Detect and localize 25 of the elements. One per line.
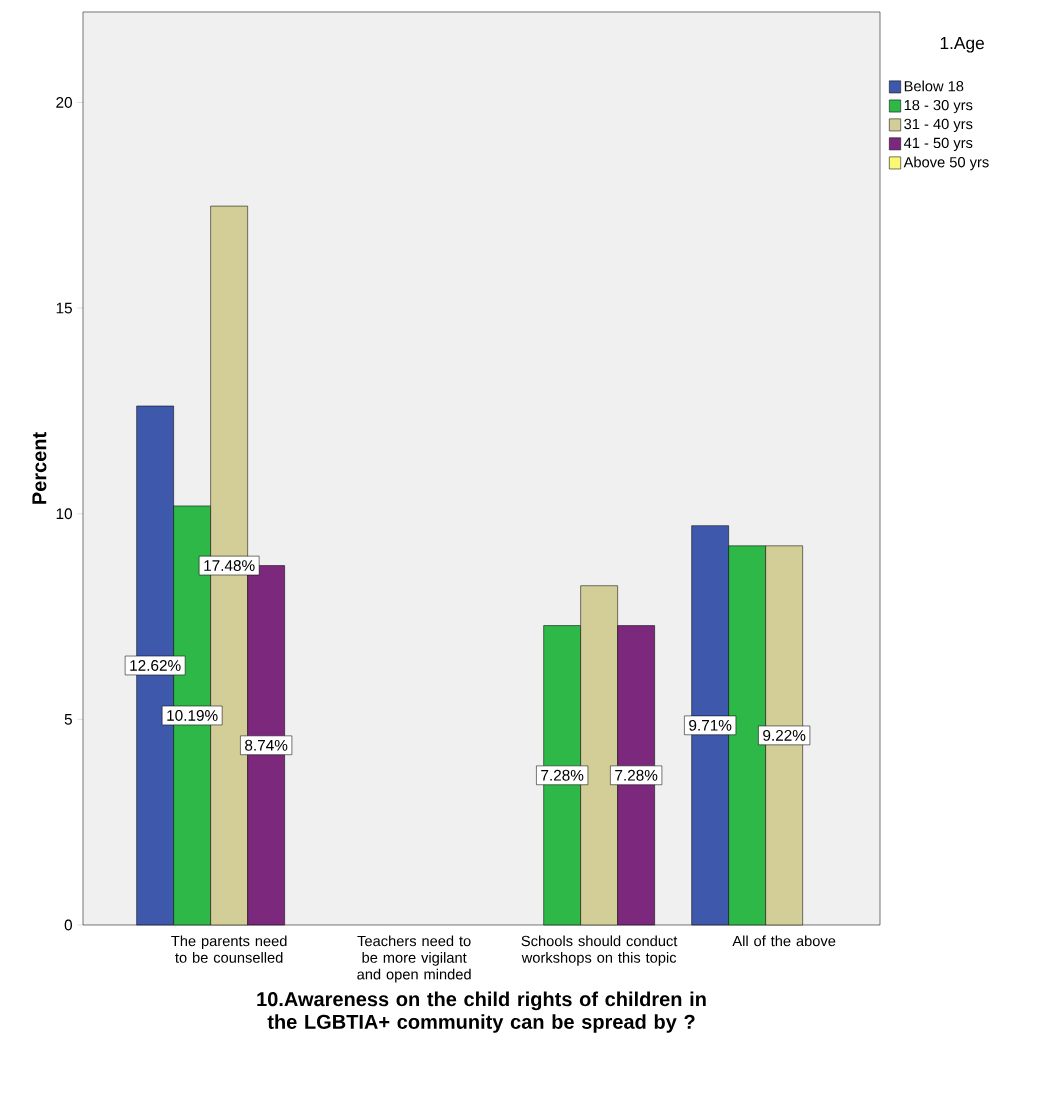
data-label: 10.19% [167,710,218,721]
data-label: 12.62% [130,660,181,671]
legend-title: 1.Age [940,37,984,53]
data-label: 7.28% [541,769,584,781]
data-label: 17.48% [204,560,255,571]
x-tick-label: Teachers need to be more vigilant and open minded [357,935,471,983]
y-axis-title: Percent [32,432,47,504]
x-tick-label: Schools should conduct workshops on this topic [521,935,678,966]
x-tick-label: All of the above [732,935,836,947]
legend-label: 18 - 30 yrs [904,99,973,114]
y-tick-label: 10 [56,508,72,520]
data-label: 7.28% [615,769,658,781]
y-tick-label: 5 [64,714,72,725]
legend-label: Below 18 [904,80,964,92]
data-label: 9.71% [689,719,732,731]
legend-label: 41 - 50 yrs [903,137,973,151]
data-label: 8.74% [245,739,288,751]
legend-label: Above 50 yrs [903,156,989,171]
y-tick-label: 20 [56,97,72,108]
x-tick-label: The parents need to be counselled [171,935,287,963]
y-tick-label: 0 [64,919,72,931]
y-tick-label: 15 [56,302,72,314]
legend-label: 31 - 40 yrs [904,118,973,133]
x-axis-title: 10.Awareness on the child rights of children in the LGBTIA+ community can be spread by ? [257,991,706,1033]
data-label: 9.22% [763,729,806,741]
